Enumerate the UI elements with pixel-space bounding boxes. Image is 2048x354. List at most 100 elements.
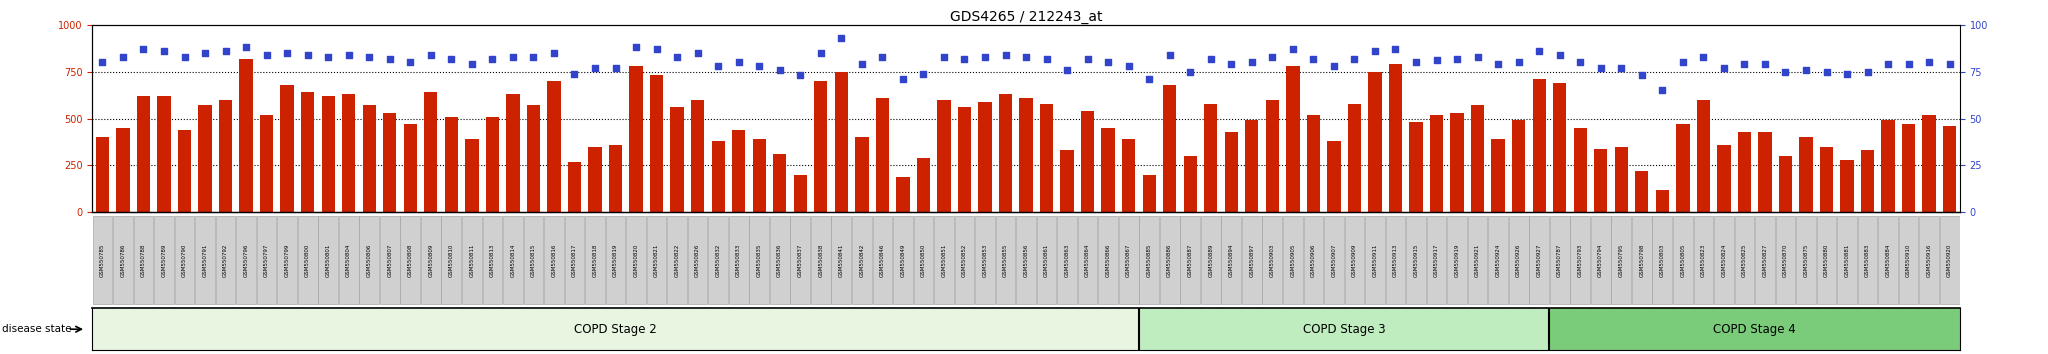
FancyBboxPatch shape (1550, 216, 1569, 304)
Point (928, 54, 961, 59)
Point (1913, 59, 1946, 65)
FancyBboxPatch shape (256, 216, 276, 304)
Bar (649, 75, 664, 212)
FancyBboxPatch shape (92, 216, 113, 304)
Bar (301, 92, 313, 212)
FancyBboxPatch shape (174, 216, 195, 304)
FancyBboxPatch shape (1098, 216, 1118, 304)
Text: GSM550803: GSM550803 (1659, 244, 1665, 277)
FancyBboxPatch shape (297, 216, 317, 304)
Text: GSM550805: GSM550805 (1679, 244, 1686, 277)
Text: GSM550817: GSM550817 (571, 244, 578, 277)
Bar (403, 124, 418, 212)
Text: GSM550916: GSM550916 (1927, 244, 1931, 277)
Text: COPD Stage 3: COPD Stage 3 (1303, 323, 1386, 336)
Point (866, 54, 899, 59)
Bar (1368, 72, 1382, 212)
Bar (240, 58, 252, 212)
Text: GSM550887: GSM550887 (1188, 244, 1192, 277)
FancyBboxPatch shape (1530, 216, 1548, 304)
Text: GSM550800: GSM550800 (305, 244, 309, 277)
Text: GSM550811: GSM550811 (469, 244, 475, 277)
Text: GSM550797: GSM550797 (264, 244, 268, 277)
FancyBboxPatch shape (401, 216, 420, 304)
Text: GSM550837: GSM550837 (799, 244, 803, 277)
Bar (547, 81, 561, 212)
Bar (1061, 150, 1073, 212)
Bar (1389, 64, 1403, 212)
FancyBboxPatch shape (154, 216, 174, 304)
Bar (567, 162, 582, 212)
Text: GSM550889: GSM550889 (1208, 244, 1212, 277)
Text: GSM550794: GSM550794 (1597, 244, 1604, 277)
Text: GSM550885: GSM550885 (1147, 244, 1151, 277)
Bar (342, 94, 356, 212)
Text: GSM550919: GSM550919 (1454, 244, 1460, 277)
Bar (918, 158, 930, 212)
FancyBboxPatch shape (1919, 216, 1939, 304)
FancyBboxPatch shape (1571, 216, 1589, 304)
Point (989, 52, 1022, 58)
Bar (322, 96, 336, 212)
Text: GSM550907: GSM550907 (1331, 244, 1337, 277)
Text: GSM550793: GSM550793 (1577, 244, 1583, 277)
FancyBboxPatch shape (1159, 216, 1180, 304)
FancyBboxPatch shape (1407, 216, 1425, 304)
Text: COPD Stage 2: COPD Stage 2 (573, 323, 657, 336)
Text: GSM550791: GSM550791 (203, 244, 207, 277)
Point (559, 71, 592, 76)
Text: GSM550786: GSM550786 (121, 244, 125, 277)
Text: GSM550853: GSM550853 (983, 244, 987, 277)
FancyBboxPatch shape (1694, 216, 1714, 304)
Bar (1759, 132, 1772, 212)
Bar (1841, 160, 1853, 212)
Point (1030, 56, 1063, 61)
Point (1194, 56, 1227, 61)
Bar (1184, 156, 1196, 212)
FancyBboxPatch shape (504, 216, 522, 304)
Point (1606, 65, 1638, 71)
Text: GSM550924: GSM550924 (1495, 244, 1501, 277)
Point (106, 54, 139, 59)
Bar (1163, 85, 1176, 212)
Point (1317, 63, 1350, 69)
Point (291, 52, 324, 58)
FancyBboxPatch shape (524, 216, 543, 304)
Text: GSM550824: GSM550824 (1722, 244, 1726, 277)
Point (209, 48, 242, 54)
Bar (1800, 137, 1812, 212)
Text: GSM550825: GSM550825 (1743, 244, 1747, 277)
Point (1174, 69, 1206, 74)
FancyBboxPatch shape (791, 216, 811, 304)
FancyBboxPatch shape (1878, 216, 1898, 304)
FancyBboxPatch shape (1837, 216, 1858, 304)
Text: GSM550822: GSM550822 (674, 244, 680, 277)
Bar (1739, 132, 1751, 212)
Bar (117, 128, 129, 212)
Point (168, 54, 201, 59)
Point (784, 73, 817, 78)
FancyBboxPatch shape (729, 216, 750, 304)
Bar (979, 102, 991, 212)
Bar (178, 130, 190, 212)
Point (1769, 69, 1802, 74)
Bar (1470, 105, 1485, 212)
Text: GSM550818: GSM550818 (592, 244, 598, 277)
FancyBboxPatch shape (1366, 216, 1384, 304)
FancyBboxPatch shape (913, 216, 934, 304)
Point (1358, 48, 1391, 54)
Point (682, 50, 715, 56)
Point (805, 50, 838, 56)
Bar (1634, 171, 1649, 212)
FancyBboxPatch shape (1036, 216, 1057, 304)
Bar (772, 154, 786, 212)
Bar (1511, 120, 1526, 212)
FancyBboxPatch shape (1714, 216, 1735, 304)
Bar (1102, 128, 1114, 212)
Bar (444, 117, 459, 212)
Point (887, 76, 920, 82)
Text: GSM550917: GSM550917 (1434, 244, 1440, 277)
FancyBboxPatch shape (381, 216, 399, 304)
FancyBboxPatch shape (358, 216, 379, 304)
Point (434, 56, 467, 61)
